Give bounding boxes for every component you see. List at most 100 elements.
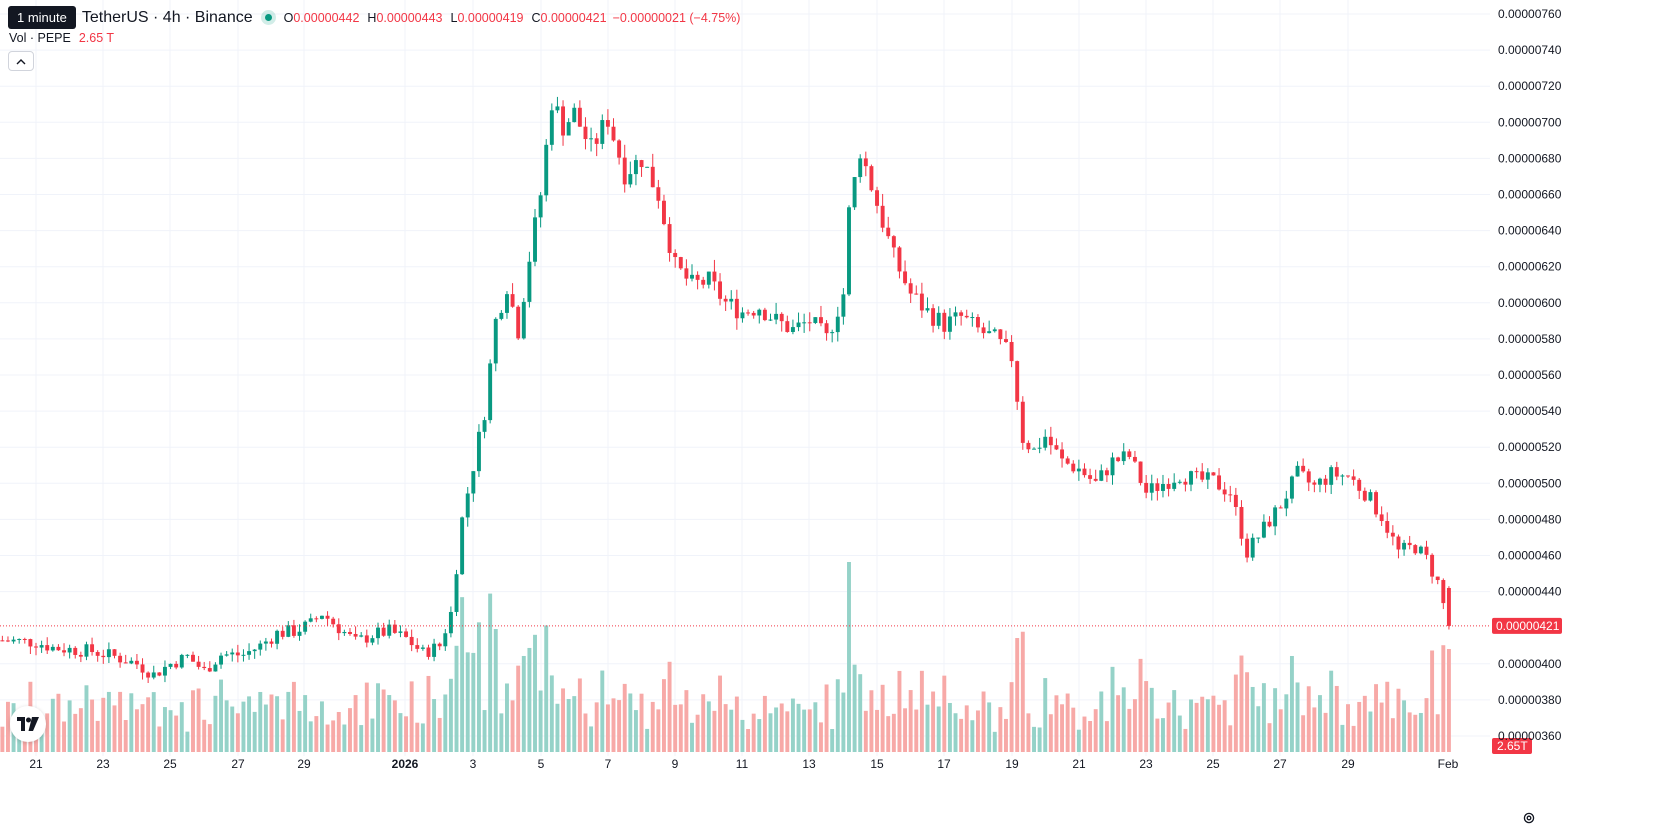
volume-bar — [1132, 699, 1137, 752]
volume-bar — [936, 706, 941, 752]
price-tick-label: 0.00000400 — [1498, 657, 1562, 671]
volume-bar — [1110, 666, 1115, 752]
volume-bar — [123, 720, 128, 752]
candle-up — [970, 317, 975, 319]
candle-down — [95, 652, 100, 656]
candle-up — [420, 647, 425, 649]
volume-bar — [925, 704, 930, 752]
price-tick-label: 0.00000540 — [1498, 404, 1562, 418]
candle-up — [572, 107, 577, 123]
volume-bar — [151, 692, 156, 752]
candle-up — [17, 638, 22, 640]
price-tick-label: 0.00000700 — [1498, 115, 1562, 129]
volume-bar — [1189, 699, 1193, 752]
candle-down — [235, 652, 240, 656]
candle-down — [751, 312, 756, 316]
volume-bar — [516, 665, 521, 752]
volume-bar — [0, 726, 5, 752]
volume-bar — [521, 655, 526, 752]
volume-bar — [1104, 721, 1109, 752]
candle-up — [633, 160, 638, 175]
candle-down — [1374, 492, 1378, 515]
candle-down — [1396, 536, 1401, 550]
volume-bar — [308, 721, 313, 752]
candle-down — [1127, 451, 1132, 457]
volume-bar — [1222, 700, 1227, 752]
volume-bar — [78, 708, 83, 752]
volume-bar — [1093, 709, 1098, 752]
candle-up — [1043, 436, 1048, 448]
volume-bar — [95, 720, 100, 752]
time-tick-label: 25 — [163, 757, 177, 771]
price-axis[interactable]: 0.00000760 0.00000740 0.00000720 0.00000700… — [1498, 7, 1562, 743]
candle-down — [959, 312, 964, 316]
volume-bar — [527, 647, 532, 752]
time-axis[interactable]: 21 23 25 27 29 2026 3 5 7 9 11 13 15 17 19 21 23 25 27 29 Fe… — [29, 757, 1458, 771]
volume-bar — [1318, 695, 1322, 752]
volume-bar — [931, 691, 936, 752]
candle-down — [1278, 507, 1283, 509]
candle-down — [583, 126, 588, 140]
volume-bar — [1200, 696, 1205, 752]
volume-bar — [768, 713, 773, 752]
volume-bar — [1396, 688, 1401, 752]
candle-up — [1205, 472, 1210, 480]
tradingview-logo-icon — [17, 717, 39, 731]
time-tick-label: 9 — [672, 757, 679, 771]
volume-bar — [398, 713, 403, 752]
candle-down — [207, 668, 212, 672]
candle-down — [1312, 482, 1317, 485]
candle-up — [1037, 447, 1042, 449]
volume-bar — [533, 634, 537, 752]
volume-bar — [605, 704, 610, 752]
volume-bars — [0, 562, 1451, 752]
volume-bar — [1435, 714, 1440, 752]
candle-down — [650, 166, 655, 188]
volume-bar — [645, 728, 650, 752]
candle-up — [1368, 492, 1373, 501]
candle-down — [880, 205, 885, 228]
volume-bar — [1127, 708, 1132, 752]
volume-bar — [1026, 713, 1031, 752]
volume-bar — [364, 682, 369, 752]
volume-bar — [185, 731, 190, 752]
volume-bar — [1194, 702, 1199, 752]
candle-up — [1273, 507, 1278, 527]
volume-bar — [146, 697, 151, 752]
time-tick-label: 17 — [937, 757, 951, 771]
chart-settings-button[interactable] — [1519, 808, 1539, 828]
candle-up — [1418, 546, 1423, 554]
volume-bar — [376, 683, 380, 752]
candle-down — [1054, 445, 1059, 450]
volume-bar — [1289, 655, 1294, 752]
volume-bar — [1284, 694, 1289, 752]
volume-bar — [1379, 702, 1384, 752]
volume-bar — [1082, 716, 1087, 752]
volume-bar — [45, 713, 50, 752]
volume-bar — [280, 719, 285, 752]
volume-bar — [224, 700, 229, 752]
volume-bar — [987, 702, 992, 752]
volume-bar — [549, 675, 554, 752]
candle-down — [140, 664, 145, 673]
volume-bar — [230, 706, 235, 752]
candle-down — [45, 645, 50, 651]
volume-bar — [1116, 695, 1121, 752]
candle-down — [1245, 538, 1250, 558]
candle-up — [645, 166, 650, 168]
volume-bar — [432, 699, 437, 752]
volume-bar — [544, 625, 549, 752]
volume-bar — [964, 705, 969, 752]
candle-down — [1407, 542, 1412, 546]
candle-down — [1379, 514, 1384, 522]
time-tick-label: 27 — [1273, 757, 1287, 771]
symbol-title[interactable]: TetherUS · 4h · Binance — [81, 8, 253, 26]
candle-up — [757, 309, 762, 316]
candle-up — [185, 654, 190, 656]
tradingview-logo[interactable] — [10, 706, 46, 742]
collapse-legend-button[interactable] — [8, 51, 34, 71]
candle-down — [886, 227, 891, 237]
candle-up — [1402, 542, 1407, 550]
candle-down — [348, 631, 352, 634]
